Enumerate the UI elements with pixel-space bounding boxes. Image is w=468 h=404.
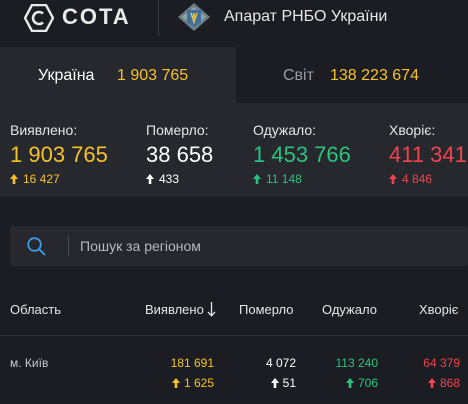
arrow-up-icon bbox=[253, 174, 261, 184]
arrow-up-icon bbox=[389, 174, 397, 184]
org-title: Апарат РНБО України bbox=[224, 8, 388, 25]
stat-recovered-delta-row: 11 148 bbox=[253, 171, 351, 187]
stat-recovered-delta: 11 148 bbox=[266, 172, 302, 186]
search-separator bbox=[68, 236, 69, 256]
arrow-up-icon bbox=[171, 378, 180, 388]
stat-sick-value: 411 341 bbox=[389, 142, 467, 167]
cell-recovered: 113 240 706 bbox=[336, 355, 379, 391]
arrow-up-icon bbox=[146, 174, 154, 184]
tab-world[interactable]: Світ 138 223 674 bbox=[236, 47, 468, 103]
search-area bbox=[0, 197, 468, 285]
column-header-recovered[interactable]: Одужало bbox=[322, 302, 377, 317]
cell-died-value: 4 072 bbox=[265, 356, 296, 370]
tab-world-value: 138 223 674 bbox=[330, 67, 419, 84]
cell-recovered-delta-row: 706 bbox=[336, 375, 378, 391]
column-header-detected[interactable]: Виявлено bbox=[145, 302, 204, 317]
tab-ukraine-value: 1 903 765 bbox=[117, 67, 189, 84]
arrow-up-icon bbox=[10, 174, 18, 184]
stat-died: Померло: 38 658 433 bbox=[146, 121, 213, 187]
cell-died-delta: 51 bbox=[282, 376, 296, 390]
stat-sick-label: Хворіє: bbox=[389, 122, 436, 138]
cell-sick: 64 379 868 bbox=[423, 355, 460, 391]
sort-down-icon[interactable] bbox=[207, 301, 216, 317]
stats-panel: Виявлено: 1 903 765 16 427 Померло: 38 6… bbox=[0, 103, 468, 197]
stat-sick: Хворіє: 411 341 4 846 bbox=[389, 121, 467, 187]
stat-recovered-value: 1 453 766 bbox=[253, 142, 351, 167]
search-box[interactable] bbox=[10, 226, 468, 266]
rnbo-emblem-icon bbox=[178, 3, 210, 31]
stat-died-value: 38 658 bbox=[146, 142, 214, 167]
cell-detected-delta-row: 1 625 bbox=[171, 375, 214, 391]
tab-ukraine-label: Україна bbox=[38, 67, 95, 84]
cell-sick-value: 64 379 bbox=[423, 356, 460, 370]
search-icon[interactable] bbox=[26, 236, 46, 256]
arrow-up-icon bbox=[345, 378, 354, 388]
app-header: COTA Апарат РНБО України bbox=[0, 0, 468, 36]
cell-sick-delta-row: 868 bbox=[423, 375, 460, 391]
logo-text[interactable]: COTA bbox=[62, 4, 131, 29]
tab-ukraine[interactable]: Україна 1 903 765 bbox=[0, 47, 236, 103]
stat-detected-delta: 16 427 bbox=[23, 172, 60, 186]
stat-sick-delta-row: 4 846 bbox=[389, 171, 467, 187]
stat-detected: Виявлено: 1 903 765 16 427 bbox=[10, 121, 108, 187]
cota-logo-icon[interactable] bbox=[24, 4, 54, 32]
tab-world-label: Світ bbox=[283, 67, 314, 84]
table-divider bbox=[0, 335, 468, 336]
stat-sick-delta: 4 846 bbox=[402, 172, 433, 186]
cell-detected-delta: 1 625 bbox=[183, 376, 214, 390]
cell-sick-delta: 868 bbox=[439, 376, 460, 390]
header-divider bbox=[158, 0, 159, 36]
column-header-died[interactable]: Померло bbox=[239, 302, 294, 317]
table-header: Область Виявлено Померло Одужало Хворіє bbox=[0, 285, 468, 335]
arrow-up-icon bbox=[270, 378, 279, 388]
stat-recovered: Одужало: 1 453 766 11 148 bbox=[253, 121, 351, 187]
cell-recovered-value: 113 240 bbox=[335, 356, 379, 370]
cell-recovered-delta: 706 bbox=[357, 376, 378, 390]
cell-detected: 181 691 1 625 bbox=[171, 355, 214, 391]
row-region-name[interactable]: м. Київ bbox=[10, 356, 49, 370]
stat-detected-delta-row: 16 427 bbox=[10, 171, 108, 187]
stat-died-delta-row: 433 bbox=[146, 171, 213, 187]
stat-died-label: Померло: bbox=[146, 122, 209, 138]
stat-detected-value: 1 903 765 bbox=[10, 142, 108, 167]
stat-died-delta: 433 bbox=[159, 172, 180, 186]
arrow-up-icon bbox=[427, 378, 436, 388]
search-input[interactable] bbox=[80, 226, 460, 266]
stat-recovered-label: Одужало: bbox=[253, 122, 317, 138]
column-header-region[interactable]: Область bbox=[10, 302, 62, 317]
cell-died-delta-row: 51 bbox=[266, 375, 296, 391]
stat-detected-label: Виявлено: bbox=[10, 122, 78, 138]
cell-detected-value: 181 691 bbox=[170, 356, 214, 370]
cell-died: 4 072 51 bbox=[266, 355, 296, 391]
column-header-sick[interactable]: Хворіє bbox=[419, 302, 459, 317]
table-row[interactable]: м. Київ 181 691 1 625 4 072 51 113 240 7… bbox=[0, 336, 468, 404]
